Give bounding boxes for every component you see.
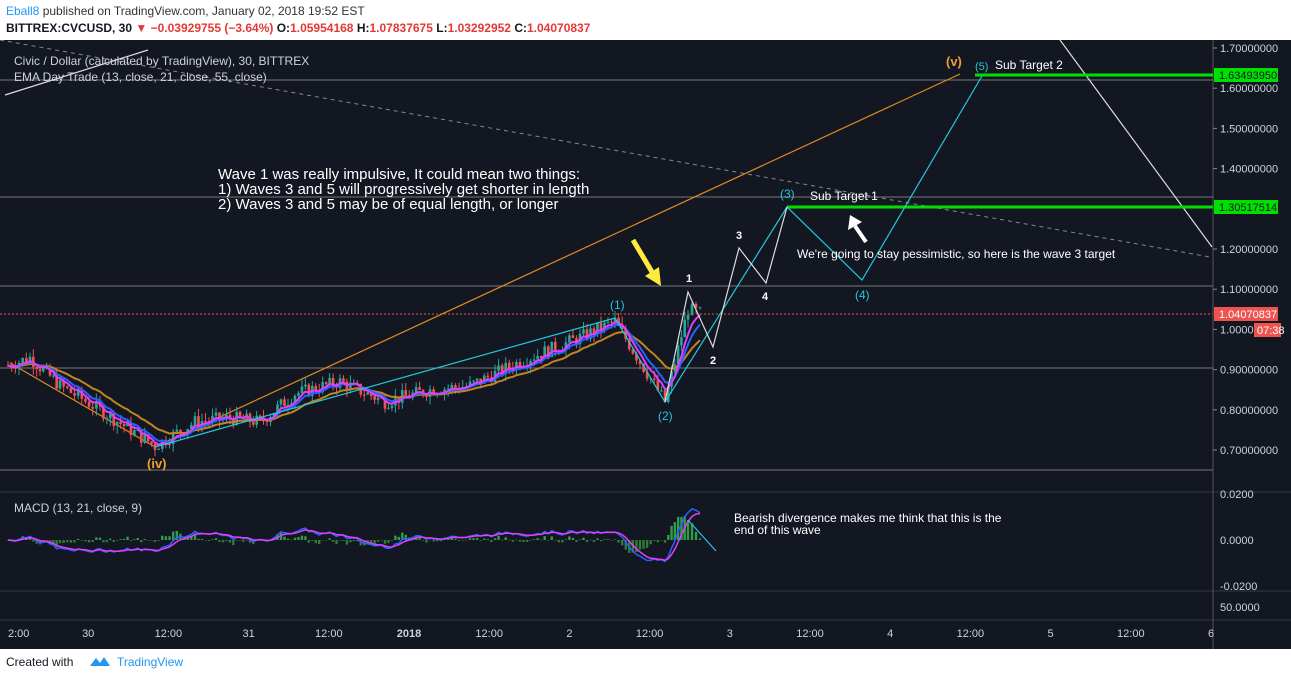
change-value: −0.03929755 (−3.64%)	[150, 21, 274, 35]
time-tick: 12:00	[315, 628, 343, 640]
wave-label-1: (1)	[610, 298, 625, 312]
timer-badge: 07:38	[1254, 323, 1285, 337]
time-tick: 4	[887, 628, 893, 640]
macd-tick-bottom: -0.0200	[1220, 581, 1257, 593]
white-arrow-icon	[848, 215, 868, 244]
time-tick: 5	[1048, 628, 1054, 640]
tradingview-logo-icon[interactable]	[88, 654, 112, 668]
price-tick: 0.70000000	[1220, 445, 1278, 457]
symbol-legend[interactable]: Civic / Dollar (calculated by TradingVie…	[14, 54, 309, 68]
time-tick: 12:00	[636, 628, 664, 640]
last-price-badge: 1.04070837	[1214, 307, 1278, 321]
subwave-label-3: 3	[736, 230, 742, 242]
publish-info: published on TradingView.com, January 02…	[42, 4, 365, 18]
subwave-label-2: 2	[710, 355, 716, 367]
subwave-label-4: 4	[762, 291, 769, 303]
price-tick: 1.40000000	[1220, 164, 1278, 176]
sub-target-1-label: Sub Target 1	[810, 189, 878, 203]
wave-label-2: (2)	[658, 409, 673, 423]
price-tick: 0.80000000	[1220, 405, 1278, 417]
annotation-line-2: 1) Waves 3 and 5 will progressively get …	[218, 181, 589, 198]
price-axis-labels: 1.70000000 1.60000000 1.50000000 1.40000000…	[1213, 43, 1278, 457]
svg-text:1.04070837: 1.04070837	[1219, 309, 1277, 321]
upper-trendline[interactable]	[4, 49, 149, 96]
open-value: 1.05954168	[290, 21, 354, 35]
time-tick: 30	[82, 628, 94, 640]
time-tick: 3	[727, 628, 733, 640]
ema-legend[interactable]: EMA Day Trade (13, close, 21, close, 55,…	[14, 70, 267, 84]
sub-target-2-label: Sub Target 2	[995, 58, 1063, 72]
price-tick: 0.90000000	[1220, 365, 1278, 377]
time-tick: 31	[242, 628, 254, 640]
volume-tick: 50.0000	[1220, 602, 1260, 614]
down-arrow-icon: ▼	[135, 21, 148, 35]
price-tick: 1.20000000	[1220, 244, 1278, 256]
publish-line: Eball8 published on TradingView.com, Jan…	[6, 4, 365, 18]
ohlc-line: BITTREX:CVCUSD, 30 ▼ −0.03929755 (−3.64%…	[6, 21, 591, 35]
downtrend-line[interactable]	[0, 39, 1211, 258]
time-tick: 12:00	[957, 628, 985, 640]
symbol-label: BITTREX:CVCUSD, 30	[6, 21, 133, 35]
time-axis-labels: 2:00 30 12:00 31 12:00 2018 12:00 2 12:00 3 12:00 4…	[8, 628, 1214, 640]
volume-pane	[0, 592, 1213, 620]
time-axis[interactable]	[0, 620, 1291, 649]
time-tick: 2018	[397, 628, 421, 640]
price-chart[interactable]: Civic / Dollar (calculated by TradingVie…	[0, 39, 1291, 649]
white-subwave-line[interactable]	[664, 206, 788, 403]
tradingview-link[interactable]: TradingView	[117, 655, 184, 669]
annotation-line-1: Wave 1 was really impulsive, It could me…	[218, 166, 580, 183]
time-tick: 12:00	[475, 628, 503, 640]
svg-text:07:38: 07:38	[1257, 325, 1285, 337]
wave-label-v: (v)	[946, 54, 962, 69]
macd-legend[interactable]: MACD (13, 21, close, 9)	[14, 501, 142, 515]
macd-tick-top: 0.0200	[1220, 489, 1254, 501]
time-tick: 12:00	[155, 628, 183, 640]
low-value: 1.03292952	[447, 21, 511, 35]
macd-note-2: end of this wave	[734, 523, 821, 537]
price-tick: 1.60000000	[1220, 83, 1278, 95]
macd-divergence-line[interactable]	[687, 519, 717, 552]
price-tick: 1.70000000	[1220, 43, 1278, 55]
macd-tick-zero: 0.0000	[1220, 535, 1254, 547]
wave-label-5: (5)	[975, 61, 988, 73]
price-tick: 1.50000000	[1220, 123, 1278, 135]
svg-text:1.63493950: 1.63493950	[1219, 70, 1277, 82]
close-value: 1.04070837	[526, 21, 591, 35]
time-tick: 2:00	[8, 628, 29, 640]
time-tick: 2	[566, 628, 572, 640]
header-bar: Eball8 published on TradingView.com, Jan…	[0, 0, 1291, 40]
wave-label-iv: (iv)	[147, 456, 167, 471]
ema-55-line	[7, 331, 701, 435]
wave-label-3: (3)	[780, 187, 795, 201]
cyan-wave-line[interactable]	[154, 75, 983, 448]
time-tick: 6	[1208, 628, 1214, 640]
target-1-badge: 1.30517514	[1214, 200, 1278, 214]
subwave-label-1: 1	[686, 273, 692, 285]
time-tick: 12:00	[1117, 628, 1145, 640]
macd-note-1: Bearish divergence makes me think that t…	[734, 511, 1002, 525]
main-pane[interactable]	[0, 40, 1213, 492]
chart-area[interactable]: Civic / Dollar (calculated by TradingVie…	[0, 39, 1291, 649]
pessimistic-note: We're going to stay pessimistic, so here…	[797, 247, 1116, 261]
created-with-label: Created with	[6, 655, 74, 669]
author-link[interactable]: Eball8	[6, 4, 40, 18]
signal-line	[7, 512, 701, 561]
svg-text:1.30517514: 1.30517514	[1219, 202, 1277, 214]
price-tick: 1.10000000	[1220, 284, 1278, 296]
wave-label-4: (4)	[855, 288, 870, 302]
target-2-badge: 1.63493950	[1214, 68, 1278, 82]
ema-13-line	[7, 314, 701, 446]
footer: Created with TradingView	[0, 649, 1291, 679]
annotation-line-3: 2) Waves 3 and 5 may be of equal length,…	[218, 196, 558, 213]
high-value: 1.07837675	[369, 21, 433, 35]
time-tick: 12:00	[796, 628, 824, 640]
macd-pane[interactable]	[0, 493, 1213, 591]
yellow-arrow-icon	[630, 238, 661, 286]
